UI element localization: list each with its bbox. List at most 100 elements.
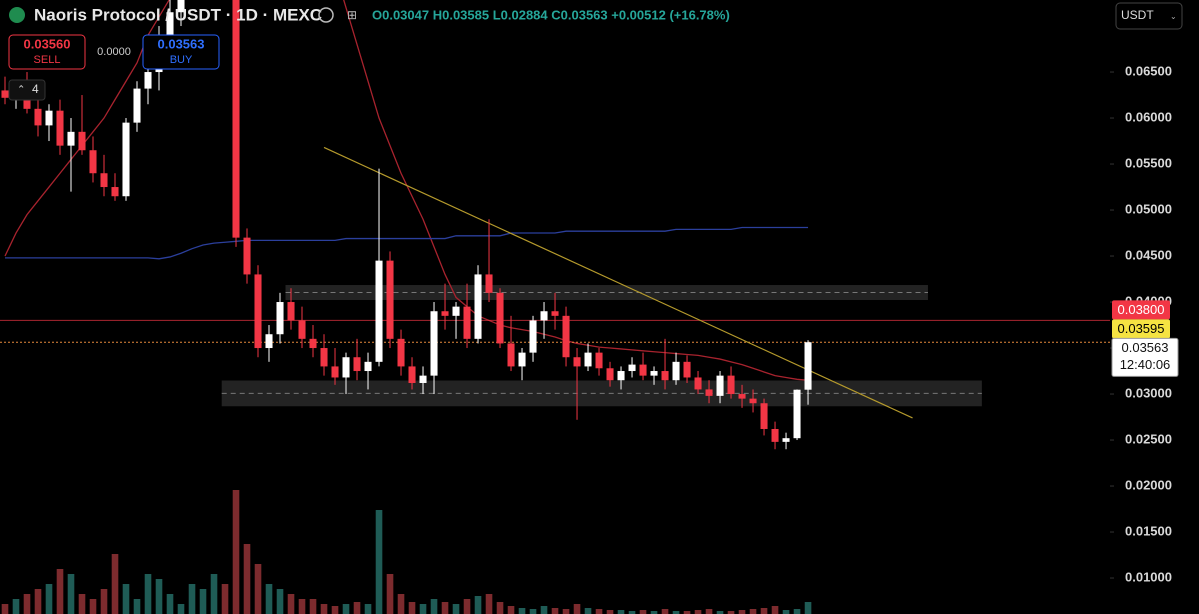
candle-body [276, 302, 284, 335]
candle-body [232, 0, 240, 238]
plot-area [0, 0, 1110, 614]
y-tick-label: 0.01000 [1125, 569, 1172, 584]
volume-bar [353, 602, 361, 614]
y-tick-label: 0.06000 [1125, 109, 1172, 124]
candle-body [177, 0, 185, 13]
candle-body [100, 173, 108, 188]
volume-bar [177, 604, 185, 614]
candle-body [287, 302, 295, 321]
volume-bar [804, 602, 812, 614]
candle-body [573, 357, 581, 367]
volume-bar [529, 609, 537, 614]
candle-body [56, 110, 64, 146]
exchange-logo [9, 7, 25, 23]
volume-bar [342, 604, 350, 614]
candle-body [705, 389, 713, 396]
candle-body [650, 371, 658, 376]
volume-bar [727, 611, 735, 614]
last-price-label: 0.03563 [1122, 340, 1169, 355]
volume-bar [100, 589, 108, 614]
trendline [323, 146, 913, 419]
candle-body [441, 311, 449, 316]
candle-body [683, 361, 691, 378]
candle-body [386, 260, 394, 339]
y-tick-label: 0.02000 [1125, 477, 1172, 492]
y-tick-label: 0.01500 [1125, 523, 1172, 538]
volume-bar [760, 608, 768, 614]
volume-bar [628, 611, 636, 614]
price-label: 0.03800 [1118, 302, 1165, 317]
volume-bar [232, 490, 240, 614]
currency-dropdown[interactable] [1115, 2, 1183, 30]
volume-bar [122, 584, 130, 614]
zone [285, 285, 928, 301]
volume-bar [111, 554, 119, 614]
candle-body [67, 131, 75, 146]
volume-bar [298, 599, 306, 614]
candle-body [122, 122, 130, 197]
volume-bar [287, 594, 295, 614]
candle-body [716, 375, 724, 396]
candle-body [265, 334, 273, 349]
settings-icon[interactable]: ⊞ [347, 8, 357, 22]
indicator-count: 4 [32, 82, 39, 96]
price-label-box [1112, 300, 1170, 320]
volume-bar [1, 604, 9, 614]
chevron: ⌃ [17, 85, 25, 96]
y-tick-label: 0.03000 [1125, 385, 1172, 400]
volume-bar [474, 596, 482, 614]
candle-body [540, 311, 548, 321]
candle-body [298, 320, 306, 339]
volume-bar [595, 609, 603, 614]
volume-bar [661, 609, 669, 614]
volume-bar [452, 604, 460, 614]
volume-bar [67, 574, 75, 614]
last-price-box [1111, 337, 1179, 377]
volume-bar [573, 604, 581, 614]
status-icon[interactable] [318, 7, 334, 23]
candle-body [254, 274, 262, 349]
currency-label: USDT [1121, 8, 1154, 22]
volume-bar [45, 584, 53, 614]
candle-body [430, 311, 438, 376]
volume-bar [485, 594, 493, 614]
candle-body [452, 306, 460, 316]
candle-body [331, 366, 339, 378]
candle-body [353, 357, 361, 372]
candle-body [243, 237, 251, 275]
volume-bar [518, 608, 526, 614]
candle-body [144, 72, 152, 89]
volume-bar [199, 589, 207, 614]
volume-bar [430, 599, 438, 614]
volume-bar [507, 606, 515, 614]
candle-body [793, 389, 801, 439]
volume-bar [386, 574, 394, 614]
indicator-toggle[interactable] [8, 79, 46, 101]
volume-bar [683, 611, 691, 614]
volume-bar [12, 599, 20, 614]
candle-body [584, 352, 592, 367]
volume-bar [617, 610, 625, 614]
volume-bar [463, 599, 471, 614]
dropdown-arrow: ⌄ [1170, 12, 1177, 21]
volume-bar [166, 594, 174, 614]
volume-bar [551, 608, 559, 614]
symbol-title[interactable]: Naoris Protocol / USDT · 1D · MEXC [34, 5, 322, 24]
volume-bar [562, 609, 570, 614]
candle-body [551, 311, 559, 316]
sell-button[interactable] [8, 34, 86, 70]
volume-bar [34, 589, 42, 614]
volume-bar [716, 611, 724, 614]
volume-bar [441, 602, 449, 614]
volume-bar [221, 584, 229, 614]
volume-bar [265, 584, 273, 614]
volume-bar [89, 599, 97, 614]
volume-bar [705, 609, 713, 614]
volume-bar [320, 604, 328, 614]
volume-bar [771, 606, 779, 614]
buy-button[interactable] [142, 34, 220, 70]
candle-body [463, 306, 471, 339]
volume-bar [56, 569, 64, 614]
candle-body [518, 352, 526, 367]
